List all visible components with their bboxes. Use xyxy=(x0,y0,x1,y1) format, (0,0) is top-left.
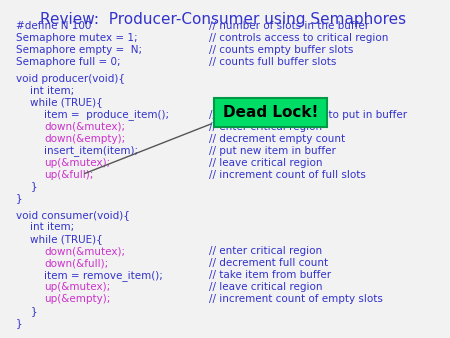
Text: insert_item(item);: insert_item(item); xyxy=(45,145,139,156)
Text: Semaphore empty =  N;: Semaphore empty = N; xyxy=(16,45,142,55)
Text: // increment count of full slots: // increment count of full slots xyxy=(209,170,366,179)
Text: // decrement empty count: // decrement empty count xyxy=(209,134,345,144)
Text: Semaphore full = 0;: Semaphore full = 0; xyxy=(16,57,121,67)
Text: // enter critical region: // enter critical region xyxy=(209,122,322,131)
Text: // take item from buffer: // take item from buffer xyxy=(209,270,331,280)
Text: up(&full);: up(&full); xyxy=(45,170,94,179)
Text: // counts full buffer slots: // counts full buffer slots xyxy=(209,57,337,67)
Text: void producer(void){: void producer(void){ xyxy=(16,73,125,83)
Text: // leave critical region: // leave critical region xyxy=(209,282,323,292)
FancyBboxPatch shape xyxy=(214,98,327,127)
Text: down(&full);: down(&full); xyxy=(45,258,108,268)
Text: // put new item in buffer: // put new item in buffer xyxy=(209,146,336,155)
Text: // enter critical region: // enter critical region xyxy=(209,246,322,256)
Text: Dead Lock!: Dead Lock! xyxy=(223,105,318,120)
Text: // leave critical region: // leave critical region xyxy=(209,158,323,168)
Text: #define N 100: #define N 100 xyxy=(16,21,91,31)
Text: down(&empty);: down(&empty); xyxy=(45,134,126,144)
Text: int item;: int item; xyxy=(30,222,75,232)
Text: down(&mutex);: down(&mutex); xyxy=(45,246,126,256)
Text: int item;: int item; xyxy=(30,86,75,96)
Text: // generate something to put in buffer: // generate something to put in buffer xyxy=(209,110,407,120)
Text: Semaphore mutex = 1;: Semaphore mutex = 1; xyxy=(16,33,138,43)
Text: up(&mutex);: up(&mutex); xyxy=(45,158,111,168)
Text: void consumer(void){: void consumer(void){ xyxy=(16,210,130,220)
Text: // controls access to critical region: // controls access to critical region xyxy=(209,33,388,43)
Text: // number of slots in the buffer: // number of slots in the buffer xyxy=(209,21,369,31)
Text: }: } xyxy=(16,194,23,203)
Text: down(&mutex);: down(&mutex); xyxy=(45,122,126,131)
Text: }: } xyxy=(16,318,23,328)
Text: // counts empty buffer slots: // counts empty buffer slots xyxy=(209,45,354,55)
Text: up(&empty);: up(&empty); xyxy=(45,294,111,304)
Text: Review:  Producer-Consumer using Semaphores: Review: Producer-Consumer using Semaphor… xyxy=(40,12,406,27)
Text: }: } xyxy=(30,182,37,192)
Text: item = remove_item();: item = remove_item(); xyxy=(45,270,163,281)
Text: }: } xyxy=(30,306,37,316)
Text: item =  produce_item();: item = produce_item(); xyxy=(45,109,170,120)
Text: // decrement full count: // decrement full count xyxy=(209,258,328,268)
Text: while (TRUE){: while (TRUE){ xyxy=(30,97,103,107)
Text: // increment count of empty slots: // increment count of empty slots xyxy=(209,294,383,304)
Text: up(&mutex);: up(&mutex); xyxy=(45,282,111,292)
Text: while (TRUE){: while (TRUE){ xyxy=(30,234,103,244)
